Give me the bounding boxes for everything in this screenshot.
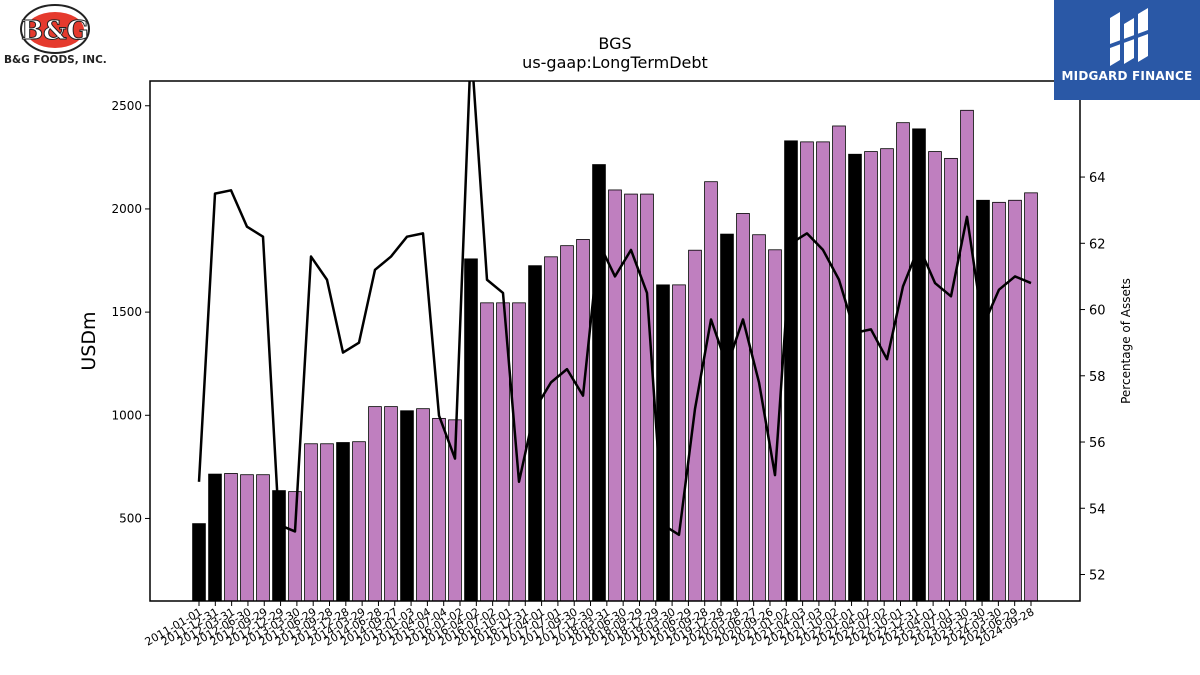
x-axis-ticks: 2011-01-012011-12-312012-03-312012-06-30… xyxy=(143,601,1037,649)
y2-tick-label: 54 xyxy=(1089,502,1106,517)
y-tick-label: 2500 xyxy=(111,99,142,113)
chart-title: BGS xyxy=(598,34,631,53)
bar xyxy=(1008,199,1022,602)
bar xyxy=(592,164,606,602)
bar xyxy=(912,128,926,602)
bar xyxy=(848,153,862,602)
bar xyxy=(1024,192,1038,602)
bar xyxy=(928,151,942,602)
y2-tick-label: 60 xyxy=(1089,304,1106,319)
bar xyxy=(976,199,990,602)
bar xyxy=(288,491,302,602)
bar xyxy=(832,125,846,602)
bar xyxy=(944,157,958,602)
bar xyxy=(352,441,366,602)
bar xyxy=(240,474,254,602)
bar xyxy=(704,181,718,602)
bar xyxy=(992,201,1006,602)
bar xyxy=(800,141,814,602)
bar xyxy=(320,443,334,602)
bar-group xyxy=(192,109,1038,602)
bar xyxy=(256,474,270,602)
percentage-of-assets-line xyxy=(197,81,1032,537)
bar xyxy=(224,473,238,602)
y2-tick-label: 64 xyxy=(1089,171,1106,186)
y2-axis-label: Percentage of Assets xyxy=(1119,278,1133,404)
bg-foods-wordmark: B&G FOODS, INC. xyxy=(4,54,107,66)
bar xyxy=(752,234,766,602)
bar xyxy=(464,258,478,602)
bar xyxy=(432,417,446,602)
bar xyxy=(736,213,750,602)
bar xyxy=(560,245,574,602)
right-axis-ticks: 52 54 56 58 60 62 64 xyxy=(1080,171,1106,584)
chart-subtitle: us-gaap:LongTermDebt xyxy=(522,53,708,72)
bar xyxy=(480,302,494,602)
y-axis-label: USDm xyxy=(78,311,100,370)
y-tick-label: 1000 xyxy=(111,408,142,422)
bar xyxy=(720,233,734,602)
y2-tick-label: 58 xyxy=(1089,370,1106,385)
bg-foods-logo: B&G B&G FOODS, INC. xyxy=(0,0,110,75)
bg-foods-emblem: B&G xyxy=(20,4,90,54)
bar xyxy=(688,249,702,602)
bar xyxy=(384,406,398,602)
midgard-wordmark: MIDGARD FINANCE xyxy=(1061,69,1193,83)
bar xyxy=(336,442,350,602)
bar xyxy=(192,523,206,602)
bar xyxy=(672,284,686,602)
y-tick-label: 2000 xyxy=(111,202,142,216)
y-tick-label: 1500 xyxy=(111,305,142,319)
plot-frame xyxy=(149,80,1081,602)
bar xyxy=(544,256,558,602)
bar xyxy=(208,473,222,602)
bar xyxy=(784,140,798,602)
bar xyxy=(640,193,654,602)
bar xyxy=(512,302,526,602)
bar xyxy=(368,406,382,602)
bar xyxy=(880,148,894,602)
bar xyxy=(896,122,910,602)
left-axis-ticks: 500 1000 1500 2000 2500 xyxy=(111,99,150,525)
bar xyxy=(576,239,590,602)
midgard-emblem-icon xyxy=(1110,8,1148,66)
y2-tick-label: 52 xyxy=(1089,569,1106,584)
midgard-finance-logo: MIDGARD FINANCE xyxy=(1054,0,1200,100)
bar xyxy=(416,408,430,602)
bg-foods-mark: B&G xyxy=(21,16,89,46)
bar xyxy=(816,141,830,602)
bar xyxy=(400,410,414,602)
y2-tick-label: 62 xyxy=(1089,237,1106,252)
bar xyxy=(608,189,622,602)
bar xyxy=(864,151,878,602)
bar xyxy=(304,443,318,602)
y2-tick-label: 56 xyxy=(1089,436,1106,451)
bar xyxy=(960,109,974,602)
y-tick-label: 500 xyxy=(119,511,142,525)
